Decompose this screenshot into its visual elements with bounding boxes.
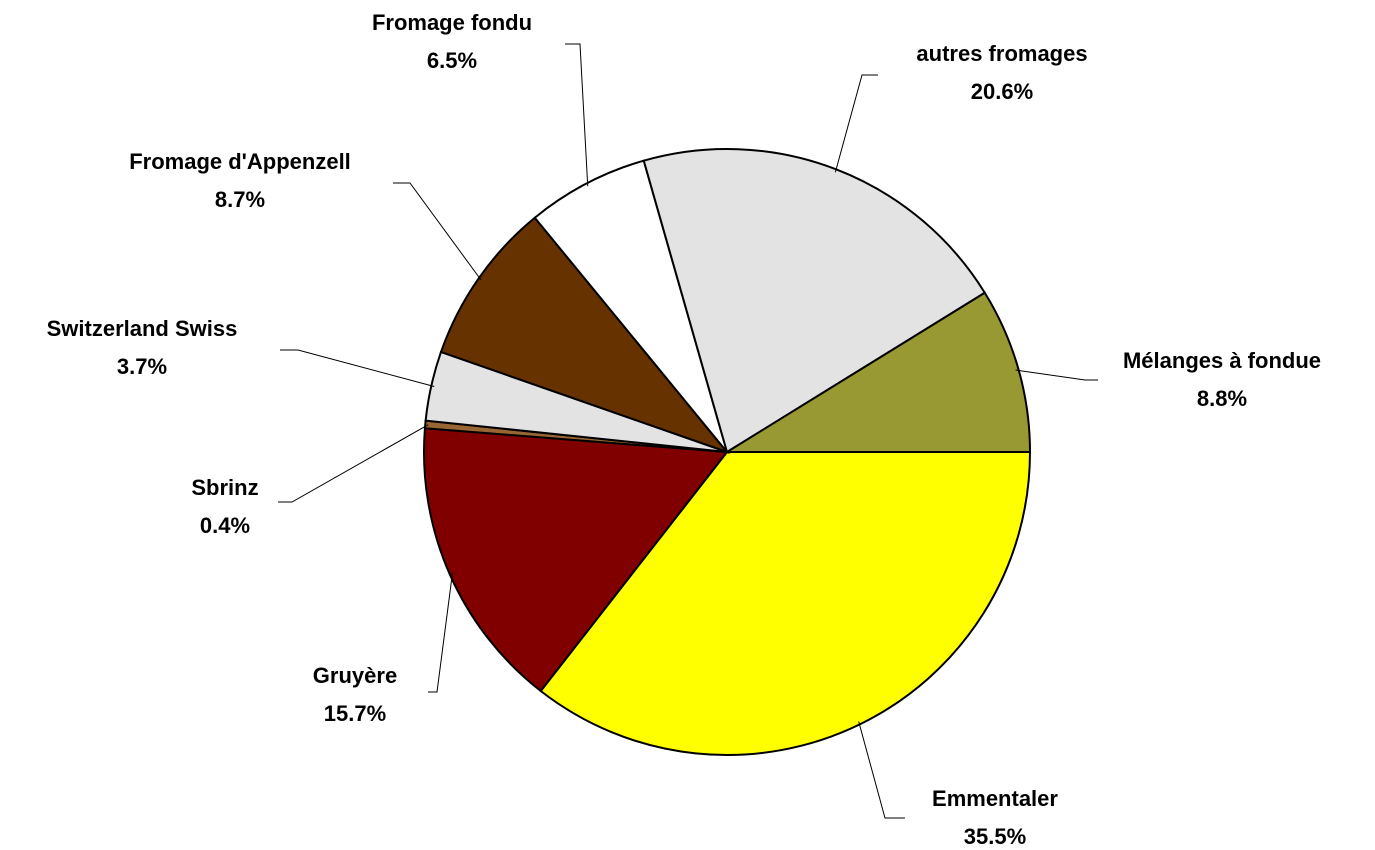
leader-line <box>565 43 589 187</box>
slice-value-label: 20.6% <box>971 79 1033 104</box>
slice-value-label: 15.7% <box>324 701 386 726</box>
leader-line <box>1015 369 1098 381</box>
leader-line <box>278 424 429 503</box>
leader-line <box>280 349 435 387</box>
slice-label: Mélanges à fondue <box>1123 348 1321 373</box>
pie-slice <box>539 451 1032 756</box>
leader-line <box>428 572 453 693</box>
slice-label: Switzerland Swiss <box>47 316 238 341</box>
slice-value-label: 0.4% <box>200 513 250 538</box>
slice-value-label: 6.5% <box>427 48 477 73</box>
leader-line <box>834 74 878 173</box>
slice-label: autres fromages <box>916 41 1087 66</box>
pie-slice <box>723 291 1032 453</box>
leader-line <box>858 721 905 819</box>
pie-slice <box>439 216 731 455</box>
slice-label: Sbrinz <box>191 475 258 500</box>
pie-slice <box>533 159 728 453</box>
slice-value-label: 35.5% <box>964 824 1026 849</box>
slice-label: Fromage fondu <box>372 10 532 35</box>
slice-label: Gruyère <box>313 663 397 688</box>
pie-slice <box>423 427 729 693</box>
slice-value-label: 8.8% <box>1197 386 1247 411</box>
slice-value-label: 3.7% <box>117 354 167 379</box>
slice-label: Emmentaler <box>932 786 1058 811</box>
slice-label: Fromage d'Appenzell <box>129 149 351 174</box>
slice-value-label: 8.7% <box>215 187 265 212</box>
leader-line <box>393 182 482 281</box>
